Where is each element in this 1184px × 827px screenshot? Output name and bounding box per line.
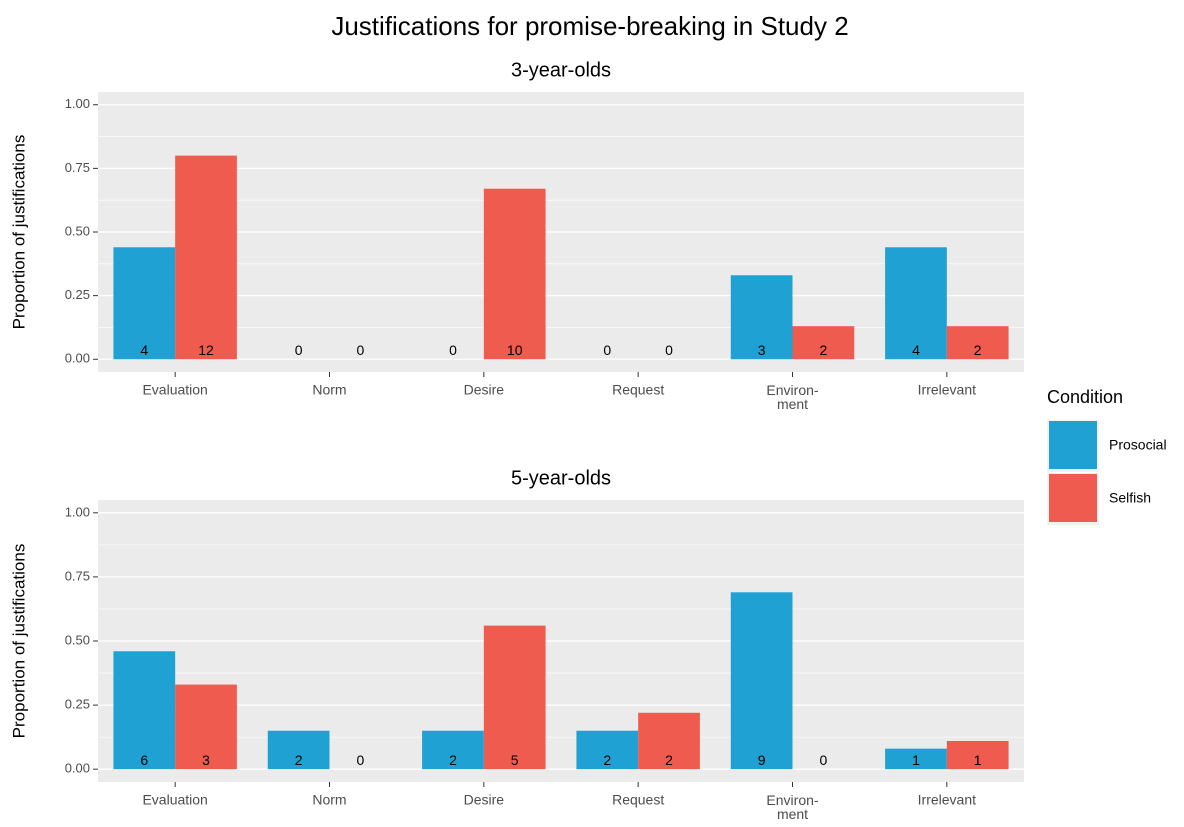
y-tick-label: 0.00: [65, 351, 90, 366]
bar: [792, 326, 855, 360]
legend-swatch: [1049, 421, 1097, 469]
y-tick-label: 0.25: [65, 697, 90, 712]
bar: [113, 651, 176, 770]
x-tick-label: Norm: [312, 382, 346, 398]
x-tick-label: Environ-ment: [766, 792, 818, 822]
count-label: 0: [356, 342, 364, 358]
count-label: 1: [912, 752, 920, 768]
y-tick-label: 0.50: [65, 632, 90, 647]
x-tick-label: Irrelevant: [918, 792, 976, 808]
chart-title: Justifications for promise-breaking in S…: [331, 11, 848, 41]
bar: [422, 730, 484, 770]
bar: [576, 730, 639, 770]
legend-swatch: [1049, 474, 1097, 522]
x-tick-label: Request: [612, 382, 664, 398]
bar: [175, 684, 237, 770]
legend-label: Selfish: [1109, 490, 1151, 506]
bar: [946, 740, 1009, 770]
count-label: 2: [974, 342, 982, 358]
bar: [483, 188, 546, 360]
count-label: 0: [819, 752, 827, 768]
count-label: 0: [295, 342, 303, 358]
count-label: 10: [507, 342, 523, 358]
x-tick-label: Norm: [312, 792, 346, 808]
count-label: 2: [449, 752, 457, 768]
legend-label: Prosocial: [1109, 437, 1167, 453]
x-tick-label: Evaluation: [142, 382, 207, 398]
y-tick-label: 1.00: [65, 504, 90, 519]
x-tick-label: Desire: [464, 792, 505, 808]
x-tick-label: Desire: [464, 382, 505, 398]
y-tick-label: 1.00: [65, 96, 90, 111]
y-tick-label: 0.75: [65, 568, 90, 583]
count-label: 0: [603, 342, 611, 358]
count-label: 3: [758, 342, 766, 358]
bar: [885, 748, 947, 770]
panel-title: 3-year-olds: [511, 59, 611, 81]
count-label: 2: [819, 342, 827, 358]
x-tick-label: Environ-ment: [766, 382, 818, 412]
bar: [113, 247, 176, 360]
count-label: 4: [912, 342, 920, 358]
bar: [483, 625, 546, 770]
bar: [885, 247, 947, 360]
count-label: 4: [140, 342, 148, 358]
bar: [638, 712, 700, 770]
x-tick-label: Request: [612, 792, 664, 808]
y-tick-label: 0.25: [65, 287, 90, 302]
x-tick-label: Evaluation: [142, 792, 207, 808]
bar: [730, 275, 793, 360]
count-label: 0: [665, 342, 673, 358]
bar: [267, 730, 330, 770]
y-tick-label: 0.50: [65, 223, 90, 238]
y-tick-label: 0.00: [65, 761, 90, 776]
count-label: 12: [198, 342, 214, 358]
count-label: 3: [202, 752, 210, 768]
y-axis-title: Proportion of justifications: [9, 544, 28, 739]
bar: [946, 326, 1009, 360]
x-tick-label: Irrelevant: [918, 382, 976, 398]
bar: [730, 592, 793, 770]
count-label: 0: [356, 752, 364, 768]
count-label: 5: [511, 752, 519, 768]
y-tick-label: 0.75: [65, 160, 90, 175]
panel-title: 5-year-olds: [511, 467, 611, 489]
count-label: 9: [758, 752, 766, 768]
count-label: 6: [140, 752, 148, 768]
count-label: 2: [665, 752, 673, 768]
count-label: 2: [295, 752, 303, 768]
count-label: 0: [449, 342, 457, 358]
count-label: 1: [974, 752, 982, 768]
bar: [175, 155, 237, 360]
legend-title: Condition: [1047, 387, 1123, 407]
y-axis-title: Proportion of justifications: [9, 135, 28, 330]
count-label: 2: [603, 752, 611, 768]
